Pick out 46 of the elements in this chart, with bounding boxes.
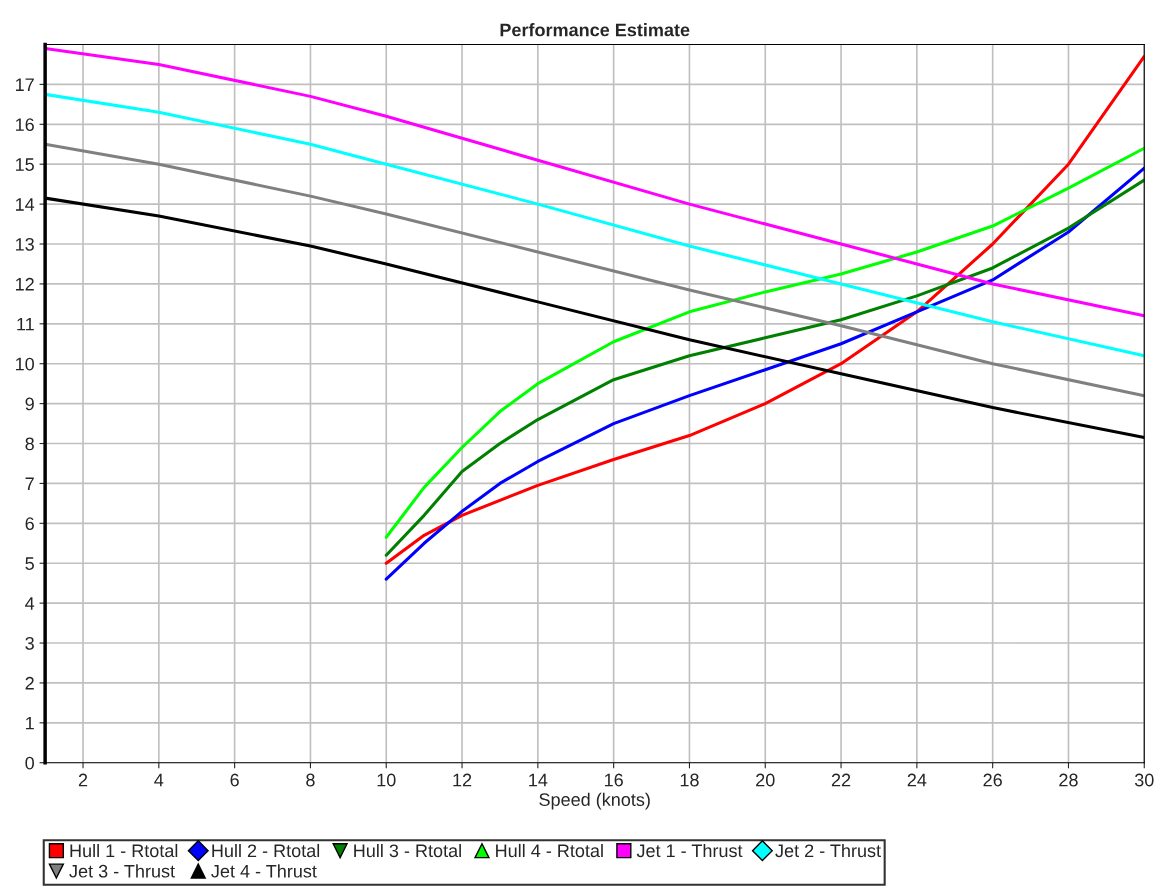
y-tick-label: 6 <box>25 517 34 531</box>
y-tick-label: 12 <box>16 277 34 291</box>
legend-label: Jet 3 - Thrust <box>69 864 175 878</box>
x-tick-label: 10 <box>377 773 396 787</box>
y-tick-label: 13 <box>16 237 34 251</box>
x-tick-label: 16 <box>604 773 623 787</box>
x-tick-label: 6 <box>230 773 239 787</box>
y-tick-label: 8 <box>25 437 34 451</box>
chart-title: Performance Estimate <box>500 23 690 37</box>
x-tick-label: 18 <box>680 773 699 787</box>
x-tick-label: 22 <box>831 773 851 787</box>
x-tick-label: 26 <box>983 773 1002 787</box>
y-tick-label: 7 <box>25 477 34 490</box>
y-tick-label: 15 <box>16 158 34 171</box>
y-tick-label: 16 <box>16 118 34 132</box>
x-tick-label: 4 <box>154 773 164 787</box>
legend-label: Jet 4 - Thrust <box>211 864 317 878</box>
legend-label: Hull 3 - Rtotal <box>354 843 461 858</box>
x-tick-label: 8 <box>306 773 315 787</box>
x-tick-label: 24 <box>907 773 927 787</box>
y-tick-label: 5 <box>25 557 34 570</box>
y-tick-label: 9 <box>25 397 34 411</box>
x-tick-label: 2 <box>78 773 88 787</box>
legend-label: Jet 2 - Thrust <box>775 843 881 858</box>
x-tick-label: 28 <box>1059 773 1078 787</box>
y-tick-label: 2 <box>25 676 34 690</box>
legend-label: Jet 1 - Thrust <box>636 843 743 858</box>
y-tick-label: 1 <box>26 716 34 730</box>
line-series <box>384 54 1145 565</box>
x-tick-label: 12 <box>453 773 472 787</box>
x-tick-label: 14 <box>529 773 548 787</box>
legend-label: Hull 2 - Rtotal <box>212 843 320 858</box>
y-tick-label: 0 <box>25 756 34 770</box>
y-tick-label: 11 <box>17 317 34 331</box>
y-tick-label: 14 <box>16 198 35 211</box>
legend-label: Hull 4 - Rtotal <box>496 843 603 858</box>
x-tick-label: 20 <box>756 773 775 787</box>
y-tick-label: 3 <box>25 636 34 650</box>
x-axis-title: Speed (knots) <box>539 792 650 810</box>
y-tick-label: 10 <box>16 357 34 371</box>
y-tick-label: 17 <box>16 78 34 91</box>
line-series <box>45 142 1145 398</box>
line-series <box>45 92 1145 358</box>
legend-label: Hull 1 - Rtotal <box>70 843 178 858</box>
x-tick-label: 30 <box>1134 773 1154 787</box>
y-tick-label: 4 <box>25 597 35 610</box>
